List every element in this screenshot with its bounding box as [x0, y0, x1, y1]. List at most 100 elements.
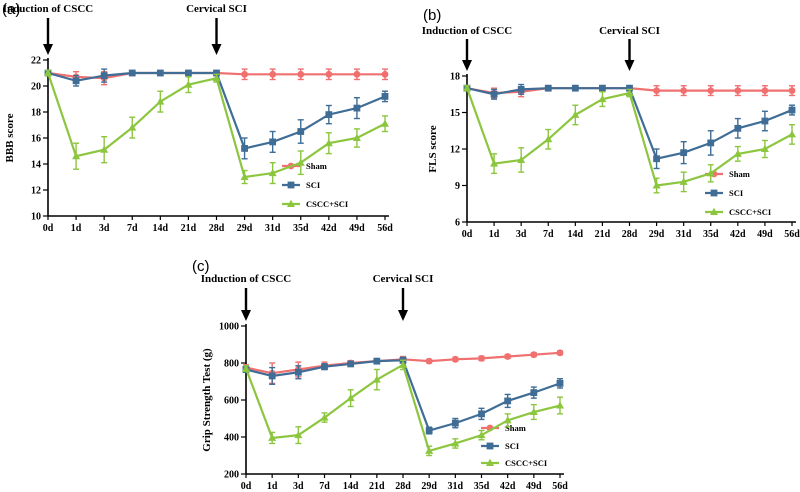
- data-point: [503, 416, 512, 424]
- data-point: [706, 169, 715, 177]
- y-tick-label: 800: [224, 359, 239, 370]
- legend-label: SCI: [729, 188, 744, 198]
- y-tick-label: 400: [224, 433, 239, 444]
- data-point: [517, 85, 525, 93]
- legend-label: SCI: [505, 441, 520, 451]
- data-point: [451, 419, 459, 427]
- data-point: [269, 70, 277, 78]
- data-point: [213, 69, 220, 77]
- data-point: [463, 83, 471, 92]
- chart-panel-1: (a)Induction of CSCC Cervical SCI 10 12 14 16…: [2, 1, 393, 234]
- data-point: [707, 87, 715, 94]
- data-point: [297, 70, 305, 78]
- y-tick-label: 18: [450, 72, 460, 83]
- down-arrow-icon: [462, 60, 472, 71]
- data-point: [372, 375, 381, 383]
- data-point: [294, 368, 302, 376]
- data-point: [268, 372, 276, 380]
- y-tick-label: 14: [31, 160, 41, 171]
- x-tick-label: 1d: [71, 223, 82, 234]
- series-sci: [463, 83, 796, 170]
- data-point: [788, 130, 796, 138]
- data-point: [100, 72, 108, 79]
- x-tick-label: 7d: [319, 481, 330, 492]
- data-point: [478, 410, 485, 418]
- legend-label: Sham: [729, 169, 750, 179]
- x-tick-label: 42d: [730, 229, 746, 240]
- data-point: [653, 155, 660, 163]
- x-tick-label: 21d: [595, 229, 611, 240]
- data-point: [598, 94, 607, 103]
- data-point: [556, 379, 564, 387]
- data-point: [425, 446, 434, 454]
- data-point: [425, 357, 433, 365]
- data-point: [652, 181, 661, 189]
- legend-label: SCI: [306, 180, 321, 190]
- y-tick-label: 200: [224, 470, 239, 481]
- series-sci: [44, 68, 389, 160]
- chart-panel-3: (c)Induction of CSCC Cervical SCI 200 400 60…: [192, 258, 568, 492]
- series-line: [46, 72, 386, 179]
- data-point: [451, 439, 460, 447]
- data-point: [324, 139, 333, 147]
- x-tick-label: 35d: [293, 223, 309, 234]
- x-tick-label: 0d: [241, 481, 252, 492]
- x-tick-label: 29d: [237, 223, 253, 234]
- legend-marker: [287, 199, 295, 207]
- series-cscc: [44, 68, 389, 185]
- x-tick-label: 28d: [395, 481, 411, 492]
- y-tick-label: 10: [31, 212, 41, 223]
- data-point: [478, 354, 485, 362]
- data-point: [544, 84, 552, 92]
- annotation-label: Induction of CSCC: [422, 25, 513, 37]
- data-point: [788, 87, 796, 94]
- x-tick-label: 0d: [43, 223, 54, 234]
- y-tick-label: 18: [31, 108, 41, 119]
- x-tick-label: 21d: [369, 481, 385, 492]
- data-point: [425, 427, 433, 434]
- x-tick-label: 35d: [703, 229, 719, 240]
- x-tick-label: 31d: [265, 223, 281, 234]
- data-point: [734, 124, 742, 132]
- data-point: [477, 430, 486, 439]
- legend-label: CSCC+SCI: [306, 199, 349, 209]
- data-point: [680, 149, 688, 157]
- x-tick-label: 28d: [622, 229, 638, 240]
- y-tick-label: 16: [31, 134, 41, 145]
- x-tick-label: 49d: [349, 223, 365, 234]
- y-tick-label: 12: [31, 186, 41, 197]
- legend-marker: [486, 442, 494, 450]
- data-point: [321, 363, 328, 371]
- x-tick-label: 35d: [474, 481, 490, 492]
- data-point: [44, 68, 52, 76]
- panel-letter: (a): [2, 1, 20, 18]
- x-tick-label: 14d: [153, 223, 169, 234]
- x-tick-label: 3d: [516, 229, 527, 240]
- data-point: [679, 177, 688, 185]
- annotation-label: Cervical SCI: [186, 3, 247, 15]
- data-point: [381, 93, 389, 100]
- x-tick-label: 42d: [321, 223, 337, 234]
- data-point: [240, 172, 249, 180]
- x-tick-label: 56d: [377, 223, 393, 234]
- data-point: [517, 155, 526, 163]
- x-tick-label: 21d: [181, 223, 197, 234]
- x-tick-label: 31d: [676, 229, 692, 240]
- data-point: [346, 393, 355, 402]
- data-point: [760, 144, 769, 152]
- y-tick-label: 12: [450, 145, 460, 156]
- x-tick-label: 31d: [448, 481, 464, 492]
- data-point: [212, 74, 221, 82]
- data-point: [242, 364, 250, 372]
- down-arrow-icon: [211, 44, 222, 55]
- data-point: [707, 139, 715, 147]
- data-point: [241, 70, 248, 78]
- data-point: [556, 349, 564, 357]
- data-point: [72, 77, 80, 85]
- x-tick-label: 28d: [209, 223, 225, 234]
- y-tick-label: 15: [450, 108, 460, 119]
- x-tick-label: 56d: [784, 229, 800, 240]
- x-tick-label: 49d: [526, 481, 542, 492]
- data-point: [352, 133, 361, 141]
